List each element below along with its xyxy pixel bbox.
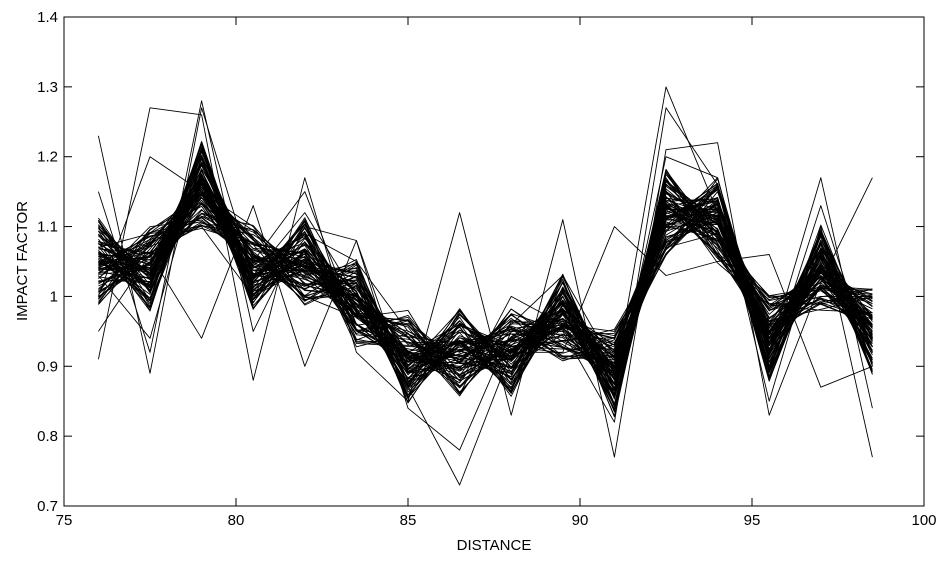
axis-ticks — [63, 16, 925, 507]
y-axis-label: IMPACT FACTOR — [14, 201, 31, 321]
series-line-3 — [98, 205, 873, 486]
series-line-95 — [98, 178, 873, 374]
series-lines — [97, 86, 873, 486]
y-tick-label: 1 — [50, 288, 58, 305]
x-tick-labels: 75 80 85 90 95 100 — [56, 512, 937, 529]
y-tick-labels: 0.7 0.8 0.9 1 1.1 1.2 1.3 1.4 — [37, 9, 58, 515]
x-tick-label: 90 — [572, 512, 589, 529]
x-tick-label: 95 — [744, 512, 761, 529]
series-line-96 — [98, 212, 873, 376]
series-line-98 — [98, 194, 873, 385]
series-line-99 — [98, 173, 873, 408]
x-tick-label: 80 — [228, 512, 245, 529]
series-line-93 — [98, 184, 873, 388]
series-line-48 — [98, 196, 873, 367]
y-tick-label: 0.7 — [37, 498, 58, 515]
y-tick-label: 0.9 — [37, 358, 58, 375]
y-tick-label: 1.3 — [37, 79, 58, 96]
y-tick-label: 1.1 — [37, 219, 58, 236]
y-tick-label: 0.8 — [37, 428, 58, 445]
series-line-92 — [98, 202, 873, 360]
y-tick-label: 1.2 — [37, 149, 58, 166]
x-tick-label: 75 — [56, 512, 73, 529]
plot-frame — [63, 16, 925, 507]
x-axis-label: DISTANCE — [457, 537, 532, 554]
x-tick-label: 100 — [911, 512, 936, 529]
y-tick-label: 1.4 — [37, 9, 58, 26]
x-tick-label: 85 — [400, 512, 417, 529]
